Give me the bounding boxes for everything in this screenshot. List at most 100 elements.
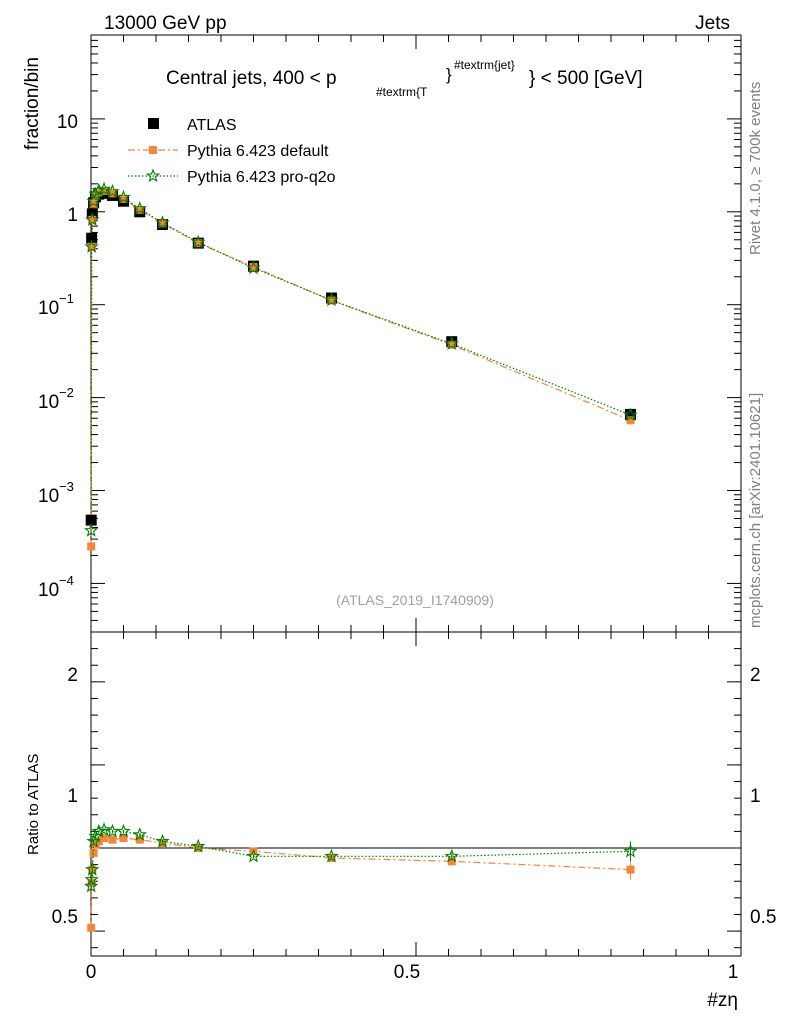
title-subscript-text: #textrm{T	[376, 85, 428, 99]
x-tick-label-1: 1	[728, 962, 739, 983]
pythia-proq2o-point	[155, 215, 170, 229]
pythia-default-point	[87, 242, 96, 251]
title-suffix: } < 500 [GeV]	[529, 68, 643, 89]
plot-title: Central jets, 400 < p #textrm{T } #textr…	[166, 58, 643, 99]
legend-marker-atlas	[148, 118, 159, 129]
y-tick-exp-m3: −3	[59, 479, 74, 494]
atlas-data-point	[625, 408, 636, 420]
y-tick-label-10: 10	[57, 112, 78, 133]
y-tick-label-0.1: 10 −1	[38, 291, 74, 319]
pythia-default-point	[626, 416, 635, 425]
pythia-proq2o-point	[132, 201, 147, 215]
pythia-default-point	[100, 186, 108, 195]
pythia-proq2o-point	[191, 234, 206, 249]
ratio-y-tick-label-0.5-left: 0.5	[52, 907, 78, 928]
y-tick-base-m1: 10	[38, 298, 59, 319]
y-tick-label-0.0001: 10 −4	[38, 573, 74, 601]
ratio-pythia-proq2o-point	[116, 823, 131, 838]
legend-entry-atlas: ATLAS	[148, 117, 237, 134]
legend-marker-pythia-proq2o	[145, 168, 161, 183]
pythia-default-point	[88, 215, 97, 224]
ratio-pythia-default-point	[108, 835, 117, 844]
pythia-default-point	[135, 205, 144, 214]
pythia-default-point	[119, 194, 128, 203]
pythia-default-point	[447, 340, 456, 349]
pythia-proq2o-point	[444, 336, 459, 350]
pythia-proq2o-point	[623, 407, 638, 422]
ratio-pythia-proq2o-point	[246, 848, 261, 863]
ratio-pythia-proq2o-point	[132, 827, 147, 841]
legend-entry-pythia-proq2o: Pythia 6.423 pro-q2o	[128, 168, 336, 186]
ratio-y-tick-label-2-right: 2	[750, 665, 761, 686]
ratio-pythia-default-point	[89, 848, 98, 857]
ratio-pythia-proq2o-point	[105, 823, 120, 838]
ratio-pythia-proq2o-point	[623, 843, 638, 858]
analysis-id-label: (ATLAS_2019_I1740909)	[336, 592, 494, 608]
title-main: Central jets, 400 < p	[166, 68, 337, 89]
main-series-markers	[83, 181, 638, 551]
ratio-pythia-default-point	[135, 835, 144, 844]
header-left: 13000 GeV pp	[104, 13, 227, 34]
ratio-pythia-default-point	[119, 834, 128, 843]
ratio-pythia-proq2o-point	[84, 871, 99, 886]
pythia-proq2o-point	[105, 184, 120, 198]
legend-label-pythia-proq2o: Pythia 6.423 pro-q2o	[187, 169, 336, 186]
y-tick-base-m3: 10	[38, 486, 59, 507]
ratio-pythia-proq2o-point	[444, 848, 459, 863]
y-tick-base-m4: 10	[38, 580, 59, 601]
y-tick-exp-m1: −1	[59, 291, 74, 306]
x-tick-label-0: 0	[86, 962, 97, 983]
atlas-data-point	[85, 514, 97, 526]
ratio-pythia-proq2o-point	[155, 833, 170, 848]
ratio-y-tick-label-0.5-right: 0.5	[750, 907, 776, 928]
y-tick-label-0.001: 10 −3	[38, 479, 74, 507]
title-brace: }	[446, 65, 452, 84]
header-right: Jets	[695, 13, 730, 34]
y-tick-base-m2: 10	[38, 392, 59, 413]
atlas-data-point	[86, 232, 98, 244]
pythia-proq2o-point	[84, 239, 99, 253]
pythia-default-point	[108, 189, 117, 198]
ratio-y-axis-label: Ratio to ATLAS	[25, 754, 42, 855]
ratio-y-tick-label-2-left: 2	[67, 665, 78, 686]
pythia-proq2o-point	[85, 212, 100, 226]
ratio-pythia-proq2o-point	[191, 838, 206, 853]
ratio-pythia-default-point	[447, 857, 456, 866]
pythia-proq2o-point	[246, 260, 261, 275]
legend-entry-pythia-default: Pythia 6.423 default	[128, 143, 329, 160]
ratio-pythia-proq2o-point	[91, 823, 107, 838]
ratio-series-line-1	[90, 829, 631, 887]
pythia-proq2o-point	[88, 186, 103, 201]
ratio-pythia-default-point	[87, 923, 96, 932]
ratio-pythia-proq2o-point	[96, 822, 112, 836]
pythia-default-point	[194, 239, 203, 248]
y-tick-label-0.01: 10 −2	[38, 385, 74, 413]
pythia-proq2o-point	[86, 193, 101, 208]
ratio-pythia-proq2o-point	[324, 848, 339, 863]
pythia-default-point	[87, 542, 96, 551]
side-label-mcplots: mcplots.cern.ch [arXiv:2401.10621]	[747, 393, 764, 628]
ratio-pythia-proq2o-point	[85, 862, 100, 876]
ratio-series	[83, 822, 638, 932]
ratio-pythia-proq2o-point	[86, 833, 101, 848]
pythia-proq2o-point	[96, 181, 112, 196]
ratio-y-tick-label-1-right: 1	[750, 786, 761, 807]
pythia-proq2o-point	[324, 292, 339, 307]
ratio-x-ticks	[90, 632, 742, 956]
pythia-proq2o-point	[116, 189, 131, 204]
y-tick-label-1: 1	[67, 205, 78, 226]
main-y-axis-label: fraction/bin	[22, 57, 43, 150]
legend-label-atlas: ATLAS	[187, 117, 237, 134]
y-tick-exp-m2: −2	[59, 385, 74, 400]
pythia-default-point	[327, 296, 336, 305]
x-axis-label: #zη	[707, 990, 738, 1011]
main-x-ticks	[90, 35, 742, 632]
legend-marker-pythia-default	[149, 146, 157, 154]
y-tick-exp-m4: −4	[59, 573, 74, 588]
x-tick-label-0.5: 0.5	[394, 962, 420, 983]
legend: ATLAS Pythia 6.423 default Pythia 6.423 …	[128, 117, 336, 186]
ratio-pythia-default-point	[100, 834, 108, 843]
side-label-rivet: Rivet 4.1.0, ≥ 700k events	[747, 82, 764, 255]
